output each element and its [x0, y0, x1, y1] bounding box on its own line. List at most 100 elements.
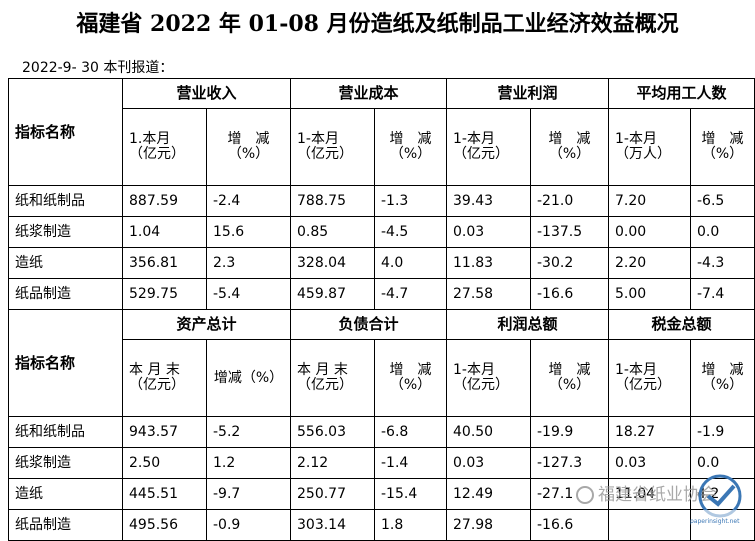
cell-value: 943.57 [122, 416, 207, 448]
cell-value: 0.03 [446, 447, 531, 479]
row-name: 纸品制造 [8, 278, 123, 310]
sub-header: 增 减（%） [374, 339, 447, 417]
cell-value: -7.4 [690, 278, 755, 310]
row-name: 纸和纸制品 [8, 416, 123, 448]
table-row: 纸和纸制品 943.57 -5.2 556.03 -6.8 40.50 -19.9 18.27… [8, 416, 755, 448]
row-name: 造纸 [8, 478, 123, 510]
row-name: 造纸 [8, 247, 123, 279]
cell-value: 27.98 [446, 509, 531, 541]
sub-header: 本 月 末（亿元） [122, 339, 207, 417]
sub-header-line: （%） [389, 146, 432, 162]
cell-value: 11.83 [446, 247, 531, 279]
cell-value: -127.3 [530, 447, 609, 479]
table-row: 纸和纸制品 887.59 -2.4 788.75 -1.3 39.43 -21.0 7.20-… [8, 185, 755, 217]
cell-value: 12.49 [446, 478, 531, 510]
data-table: 指标名称 营业收入 营业成本 营业利润 平均用工人数 1.本月 （亿元）增 减（%） 1-本月… [8, 78, 755, 541]
sub-header: 1-本月 （亿元） [446, 339, 531, 417]
cell-value: 11.04 [608, 478, 691, 510]
cell-value: 18.27 [608, 416, 691, 448]
group-header: 资产总计 [122, 309, 291, 340]
cell-value: -19.9 [530, 416, 609, 448]
sub-header-line: 本 月 末 [297, 362, 348, 378]
cell-value: -1.4 [374, 447, 447, 479]
cell-value: 1.2 [206, 447, 291, 479]
row-name: 纸和纸制品 [8, 185, 123, 217]
cell-value: 0.03 [446, 216, 531, 248]
table-row: 纸品制造 529.75 -5.4 459.87 -4.7 27.58 -16.6 5.00 -7… [8, 278, 755, 310]
group-header-row: 指标名称 资产总计 负债合计 利润总额 税金总额 [8, 309, 755, 417]
cell-value: 328.04 [290, 247, 375, 279]
sub-header-line: 增 减 [227, 131, 270, 147]
sub-header-line: 1-本月 [615, 131, 657, 147]
cell-value: -0.9 [206, 509, 291, 541]
cell-value: 2.20 [608, 247, 691, 279]
cell-value: 250.77 [290, 478, 375, 510]
sub-header: 1-本月 （万人） [608, 108, 691, 186]
cell-value: 356.81 [122, 247, 207, 279]
cell-value: 27.58 [446, 278, 531, 310]
row-name: 纸品制造 [8, 509, 123, 541]
cell-value: 2.12 [290, 447, 375, 479]
cell-value: -4.7 [374, 278, 447, 310]
sub-header-line: （%） [548, 377, 591, 393]
sub-header: 增减（%） [206, 339, 291, 417]
cell-value: -30.2 [530, 247, 609, 279]
sub-header-line: 增 减 [548, 362, 591, 378]
cell-value: -5.4 [206, 278, 291, 310]
sub-header-line: （%） [701, 377, 744, 393]
row-name: 纸浆制造 [8, 447, 123, 479]
sub-header-line: 增 减 [389, 362, 432, 378]
cell-value: 0.00 [608, 216, 691, 248]
cell-value: 0.0 [690, 447, 755, 479]
table-row: 造纸 356.81 2.3 328.04 4.0 11.83 -30.2 2.20 -4.3 [8, 247, 755, 279]
sub-header-line: （万人） [615, 146, 671, 162]
cell-value: 7.20 [608, 185, 691, 217]
sub-header: 增 减（%） [530, 339, 609, 417]
cell-value: 2.50 [122, 447, 207, 479]
row-label-header: 指标名称 [8, 78, 123, 186]
sub-header-row: 1.本月 （亿元）增 减（%） 1-本月 （亿元）增 减（%） 1-本月 （亿元）增 减（… [9, 108, 755, 186]
sub-header-line: 增 减 [701, 362, 744, 378]
wechat-icon [576, 486, 594, 504]
page-title: 福建省 2022 年 01-08 月份造纸及纸制品工业经济效益概况 [76, 11, 679, 37]
cell-value: -6.8 [374, 416, 447, 448]
paperinsight-logo [698, 474, 742, 520]
cell-value: -6.5 [690, 185, 755, 217]
sub-header-line: （亿元） [297, 377, 353, 393]
sub-header-line: （亿元） [297, 146, 353, 162]
sub-header: 1.本月 （亿元） [122, 108, 207, 186]
cell-value: -137.5 [530, 216, 609, 248]
sub-header-line: 1-本月 [297, 131, 339, 147]
cell-value: 2.3 [206, 247, 291, 279]
cell-value: 4.0 [374, 247, 447, 279]
cell-value: -21.0 [530, 185, 609, 217]
table-row: 造纸 445.51 -9.7 250.77 -15.4 12.49 -27.1 11.04 4.… [8, 478, 755, 510]
sub-header: 1-本月 （亿元） [608, 339, 691, 417]
sub-header-line: 1-本月 [453, 131, 495, 147]
cell-value: 529.75 [122, 278, 207, 310]
row-label-header: 指标名称 [8, 309, 123, 417]
cell-value: -2.4 [206, 185, 291, 217]
sub-header: 增 减（%） [690, 108, 755, 186]
sub-header-line: 增 减 [389, 131, 432, 147]
cell-value: 459.87 [290, 278, 375, 310]
report-line: 2022-9- 30 本刊报道： [22, 60, 174, 76]
sub-header: 1-本月 （亿元） [290, 108, 375, 186]
cell-value: 495.56 [122, 509, 207, 541]
cell-value: -4.3 [690, 247, 755, 279]
cell-value: 39.43 [446, 185, 531, 217]
watermark: 福建省纸业协会 [576, 480, 717, 505]
sub-header-line: （亿元） [615, 377, 671, 393]
row-name: 纸浆制造 [8, 216, 123, 248]
cell-value: 788.75 [290, 185, 375, 217]
cell-value: 0.03 [608, 447, 691, 479]
table-row: 纸浆制造 2.50 1.2 2.12 -1.4 0.03 -127.3 0.03 0.0 [8, 447, 755, 479]
cell-value: -1.9 [690, 416, 755, 448]
sub-header-row: 本 月 末（亿元） 增减（%）本 月 末（亿元）增 减（%） 1-本月 （亿元）增 减… [9, 339, 755, 417]
sub-header-line: （亿元） [129, 377, 185, 393]
group-header: 营业收入 [122, 78, 291, 109]
sub-header-line: 1-本月 [615, 362, 657, 378]
sub-header: 增 减（%） [530, 108, 609, 186]
cell-value: 1.8 [374, 509, 447, 541]
cell-value: 303.14 [290, 509, 375, 541]
